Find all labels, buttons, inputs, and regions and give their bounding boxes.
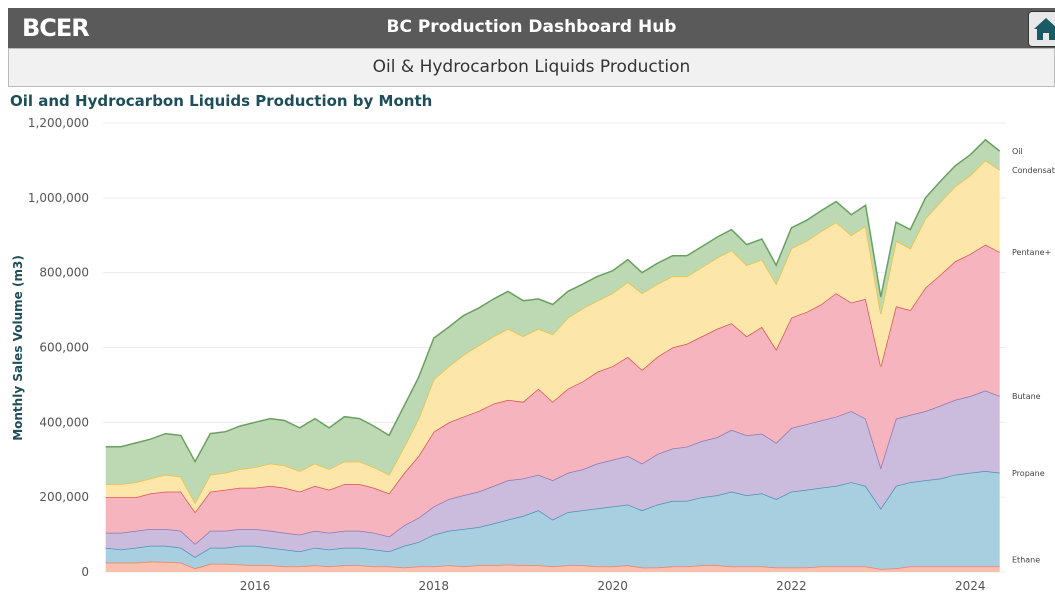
y-tick-label: 600,000 (39, 341, 89, 355)
y-tick-label: 0 (81, 565, 89, 579)
header-title: BC Production Dashboard Hub (386, 17, 677, 37)
area-band (105, 244, 1000, 544)
x-tick-label: 2018 (419, 579, 450, 593)
x-tick-label: 2020 (597, 579, 628, 593)
series-label: Oil (1012, 147, 1023, 156)
y-tick-label: 400,000 (39, 415, 89, 429)
area-band (105, 139, 1000, 503)
y-tick-label: 1,000,000 (28, 191, 89, 205)
y-tick-label: 1,200,000 (28, 116, 89, 130)
subheader: Oil & Hydrocarbon Liquids Production (8, 48, 1055, 87)
area-band (105, 390, 1000, 557)
home-icon (1034, 18, 1055, 40)
chart-title: Oil and Hydrocarbon Liquids Production b… (10, 92, 432, 110)
logo: BCER (22, 14, 90, 42)
subheader-title: Oil & Hydrocarbon Liquids Production (372, 57, 691, 77)
y-tick-label: 800,000 (39, 266, 89, 280)
y-axis-label: Monthly Sales Volume (m3) (11, 255, 25, 441)
home-button[interactable] (1028, 11, 1055, 47)
y-tick-label: 200,000 (39, 490, 89, 504)
x-tick-label: 2024 (955, 579, 986, 593)
x-tick-label: 2022 (776, 579, 807, 593)
series-label: Propane (1012, 469, 1045, 478)
area-band (105, 160, 1000, 513)
header: BCER BC Production Dashboard Hub (8, 8, 1055, 48)
series-label: Ethane (1012, 555, 1040, 564)
area-line (105, 138, 1001, 464)
series-label: Condensate (1012, 166, 1055, 175)
x-tick-label: 2016 (240, 579, 271, 593)
series-label: Butane (1012, 392, 1041, 401)
series-label: Pentane+ (1012, 248, 1051, 257)
